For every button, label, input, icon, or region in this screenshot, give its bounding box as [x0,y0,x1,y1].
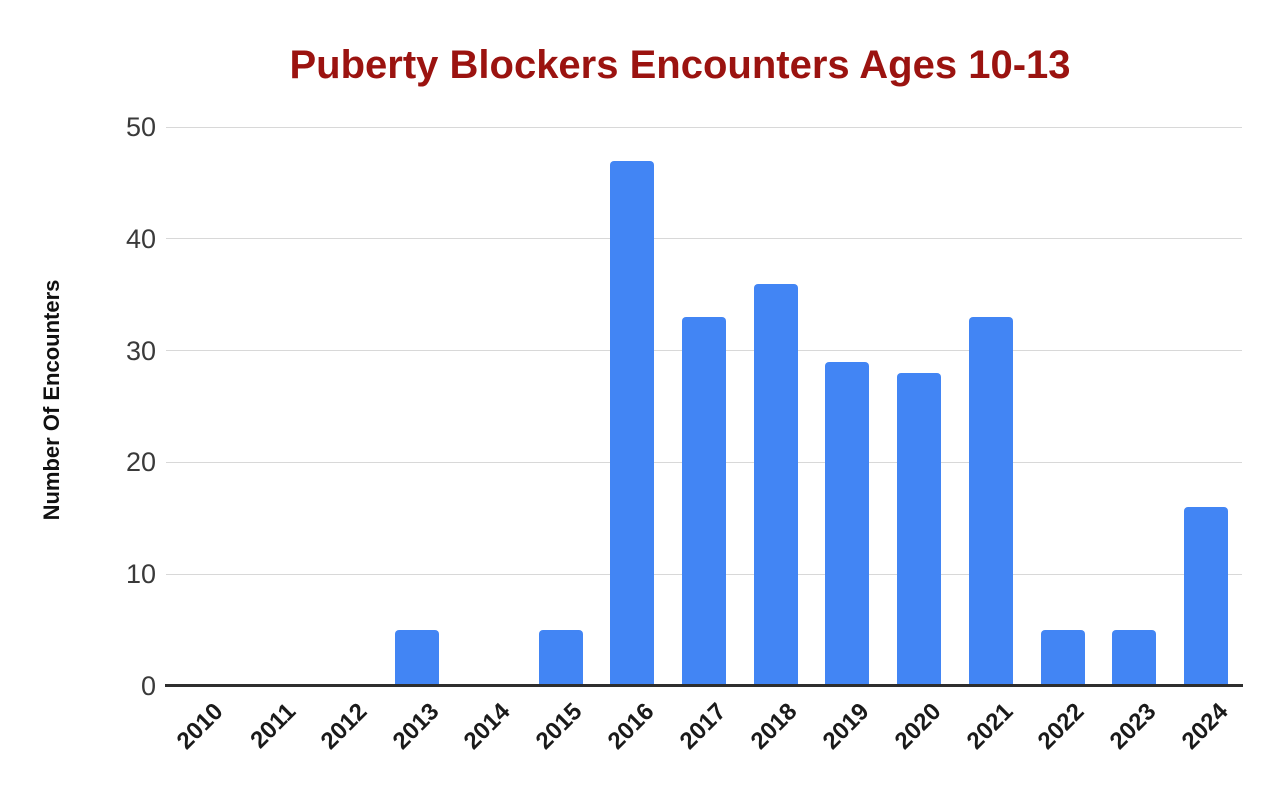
x-tick-label-2017: 2017 [674,698,732,755]
x-tick-label-2023: 2023 [1104,698,1162,755]
bar-2021 [968,317,1013,686]
x-tick-label-2015: 2015 [530,698,588,755]
x-tick-label-2011: 2011 [244,698,301,754]
x-tick-label-2024: 2024 [1176,698,1234,755]
x-tick-label-2022: 2022 [1032,698,1090,755]
x-tick-label-2014: 2014 [459,698,516,755]
chart-title: Puberty Blockers Encounters Ages 10-13 [289,43,1071,87]
bar-2013 [395,630,440,686]
x-tick-label-2016: 2016 [602,698,660,755]
gridline-40 [166,238,1242,240]
bar-2024 [1184,507,1229,686]
x-tick-label-2018: 2018 [745,698,803,755]
x-tick-label-2012: 2012 [315,698,373,755]
y-tick-label-20: 20 [125,447,156,478]
y-tick-label-0: 0 [140,671,156,701]
y-axis-title: Number Of Encounters [39,279,64,521]
bar-2022 [1040,630,1085,686]
bar-2018 [753,283,798,686]
y-tick-label-40: 40 [125,223,156,254]
bar-2016 [610,160,655,686]
bar-2020 [897,372,942,686]
bar-2019 [825,361,870,686]
y-tick-label-30: 30 [125,335,156,366]
x-tick-label-2020: 2020 [889,698,947,755]
x-tick-label-2010: 2010 [172,698,229,755]
x-tick-label-2019: 2019 [817,698,875,755]
bar-2017 [682,317,726,686]
bar-2015 [538,630,583,686]
plot-area [165,126,1243,687]
y-tick-label-10: 10 [125,559,156,590]
y-tick-label-50: 50 [125,112,156,142]
gridline-50 [166,126,1242,128]
x-axis-line [165,684,1243,687]
bar-2023 [1112,630,1157,686]
x-tick-label-2021: 2021 [961,698,1019,755]
x-tick-label-2013: 2013 [387,698,445,755]
